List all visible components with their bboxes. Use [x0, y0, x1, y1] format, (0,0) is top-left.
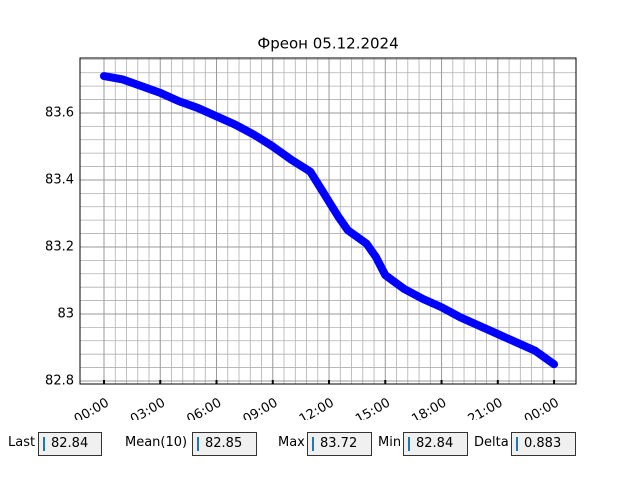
stat-box[interactable]: 82.84 — [403, 432, 468, 456]
chart-title: Фреон 05.12.2024 — [257, 35, 398, 53]
x-tick-label: 09:00 — [241, 396, 281, 420]
y-tick-label: 83.2 — [45, 239, 74, 254]
stat-box[interactable]: 83.72 — [307, 432, 372, 456]
x-tick-label: 06:00 — [184, 396, 224, 420]
x-tick-label: 03:00 — [128, 396, 168, 420]
stat-label: Mean(10) — [125, 435, 188, 450]
y-tick-label: 82.8 — [45, 373, 74, 388]
stat-label: Last — [8, 435, 36, 450]
stat-label: Min — [378, 435, 402, 450]
y-tick-label: 83.6 — [45, 105, 74, 120]
chart: Фреон 05.12.2024 82.8 83 83.2 83.4 83.6 00:00… — [45, 35, 577, 420]
stat-box[interactable]: 0.883 — [511, 432, 576, 456]
x-tick-label: 15:00 — [353, 396, 393, 420]
y-tick-label: 83.4 — [45, 172, 74, 187]
plot-frame — [79, 57, 577, 385]
stat-box[interactable]: 82.85 — [192, 432, 257, 456]
line — [100, 72, 559, 369]
x-tick-label: 12:00 — [297, 396, 337, 420]
y-tick-label: 83 — [57, 306, 74, 321]
stat-label: Delta — [474, 435, 509, 450]
stat-label: Max — [278, 435, 305, 450]
x-tick-label: 21:00 — [466, 396, 506, 420]
x-tick-label: 00:00 — [72, 396, 112, 420]
stat-box[interactable]: 82.84 — [38, 432, 102, 456]
x-tick-label: 00:00 — [522, 396, 562, 420]
x-tick-label: 18:00 — [409, 396, 449, 420]
